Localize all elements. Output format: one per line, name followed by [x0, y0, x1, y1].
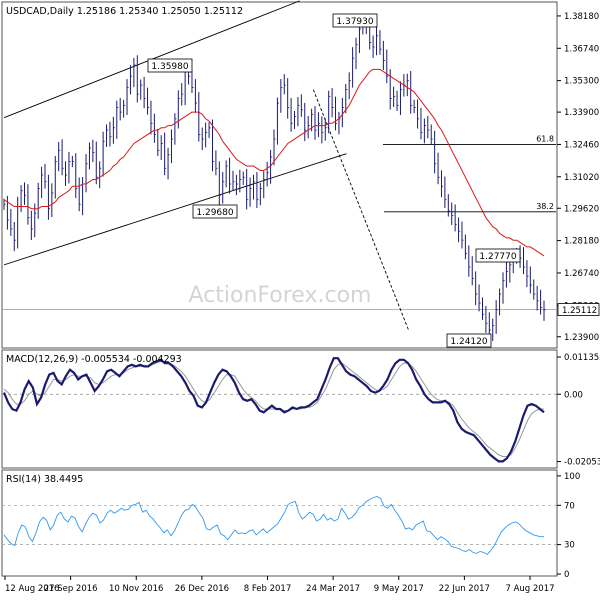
- fib-label: 61.8: [536, 134, 554, 143]
- price-tick-label: 1.26740: [564, 269, 599, 279]
- moving-average: [3, 68, 545, 257]
- rsi-panel-title: RSI(14) 38.4495: [6, 474, 83, 485]
- date-tick-label: 26 Dec 2016: [175, 584, 229, 594]
- price-tick-label: 1.32460: [564, 140, 599, 150]
- date-tick-label: 22 Jun 2017: [439, 584, 490, 594]
- current-price-box: [557, 303, 600, 316]
- current-price-label: 1.25112: [562, 306, 597, 316]
- rsi-line: [3, 496, 544, 555]
- date-tick-label: 7 Aug 2017: [505, 584, 554, 594]
- price-panel-title: USDCAD,Daily 1.25186 1.25340 1.25050 1.2…: [6, 6, 243, 17]
- ma-line: [3, 68, 545, 257]
- macd-main-line: [2, 357, 545, 463]
- macd-tick-label: 0.011355: [564, 353, 600, 363]
- date-tick-label: 8 Feb 2017: [244, 584, 292, 594]
- swing-label: 1.37930: [336, 17, 373, 27]
- swing-label: 1.24120: [450, 337, 487, 347]
- macd-axis: 0.011355 0.00 -0.020531: [2, 353, 600, 468]
- price-tick-label: 1.28180: [564, 237, 599, 247]
- swing-label: 1.35980: [151, 62, 188, 72]
- date-tick-label: 9 May 2017: [374, 584, 424, 594]
- price-tick-label: 1.35300: [564, 77, 599, 87]
- price-tick-label: 1.29620: [564, 204, 599, 214]
- price-tick-label: 1.31020: [564, 173, 599, 183]
- swing-label-box: [475, 248, 521, 263]
- swing-label-box: [192, 204, 238, 219]
- date-tick-label: 24 Mar 2017: [306, 584, 360, 594]
- price-tick-label: 1.36740: [564, 44, 599, 54]
- swing-labels: 1.37930 1.35980 1.29680 1.27770 1.24120: [147, 13, 521, 348]
- swing-label: 1.27770: [479, 252, 516, 262]
- price-tick-label: 1.33900: [564, 108, 599, 118]
- macd-tick-label: -0.020531: [564, 458, 600, 468]
- price-tick-label: 1.23900: [564, 333, 599, 343]
- date-tick-label: 27 Sep 2016: [44, 584, 98, 594]
- macd-panel-title: MACD(12,26,9) -0.005534 -0.004293: [6, 354, 182, 365]
- macd-signal-line: [3, 361, 544, 457]
- date-tick-label: 10 Nov 2016: [109, 584, 163, 594]
- rsi-tick-label: 0: [564, 570, 569, 580]
- price-axis: 1.38180 1.36740 1.35300 1.33900 1.32460 1.310…: [2, 12, 600, 343]
- rsi-tick-label: 100: [564, 472, 580, 482]
- macd-tick-label: 0.00: [564, 390, 583, 400]
- price-tick-label: 1.38180: [564, 12, 599, 22]
- rsi-panel: [1, 469, 558, 577]
- swing-label-box: [446, 333, 492, 348]
- rsi-tick-label: 70: [564, 501, 575, 511]
- fib-label: 38.2: [536, 202, 554, 211]
- date-tick-label: 12 Aug 2016: [5, 584, 59, 594]
- swing-label-box: [147, 58, 193, 73]
- rsi-tick-label: 30: [564, 541, 575, 551]
- price-bars: [3, 13, 546, 342]
- channel-lower-line: [3, 153, 347, 266]
- swing-label: 1.29680: [196, 208, 233, 218]
- fibonacci-levels: 61.8 38.2: [383, 134, 556, 213]
- rsi-axis: 100 70 30 0: [2, 472, 580, 580]
- trend-dashed-line: [312, 89, 410, 332]
- rsi-line: [3, 496, 544, 555]
- watermark: ActionForex.com: [189, 283, 372, 308]
- swing-label-box: [332, 13, 378, 28]
- macd-lines: [2, 357, 545, 463]
